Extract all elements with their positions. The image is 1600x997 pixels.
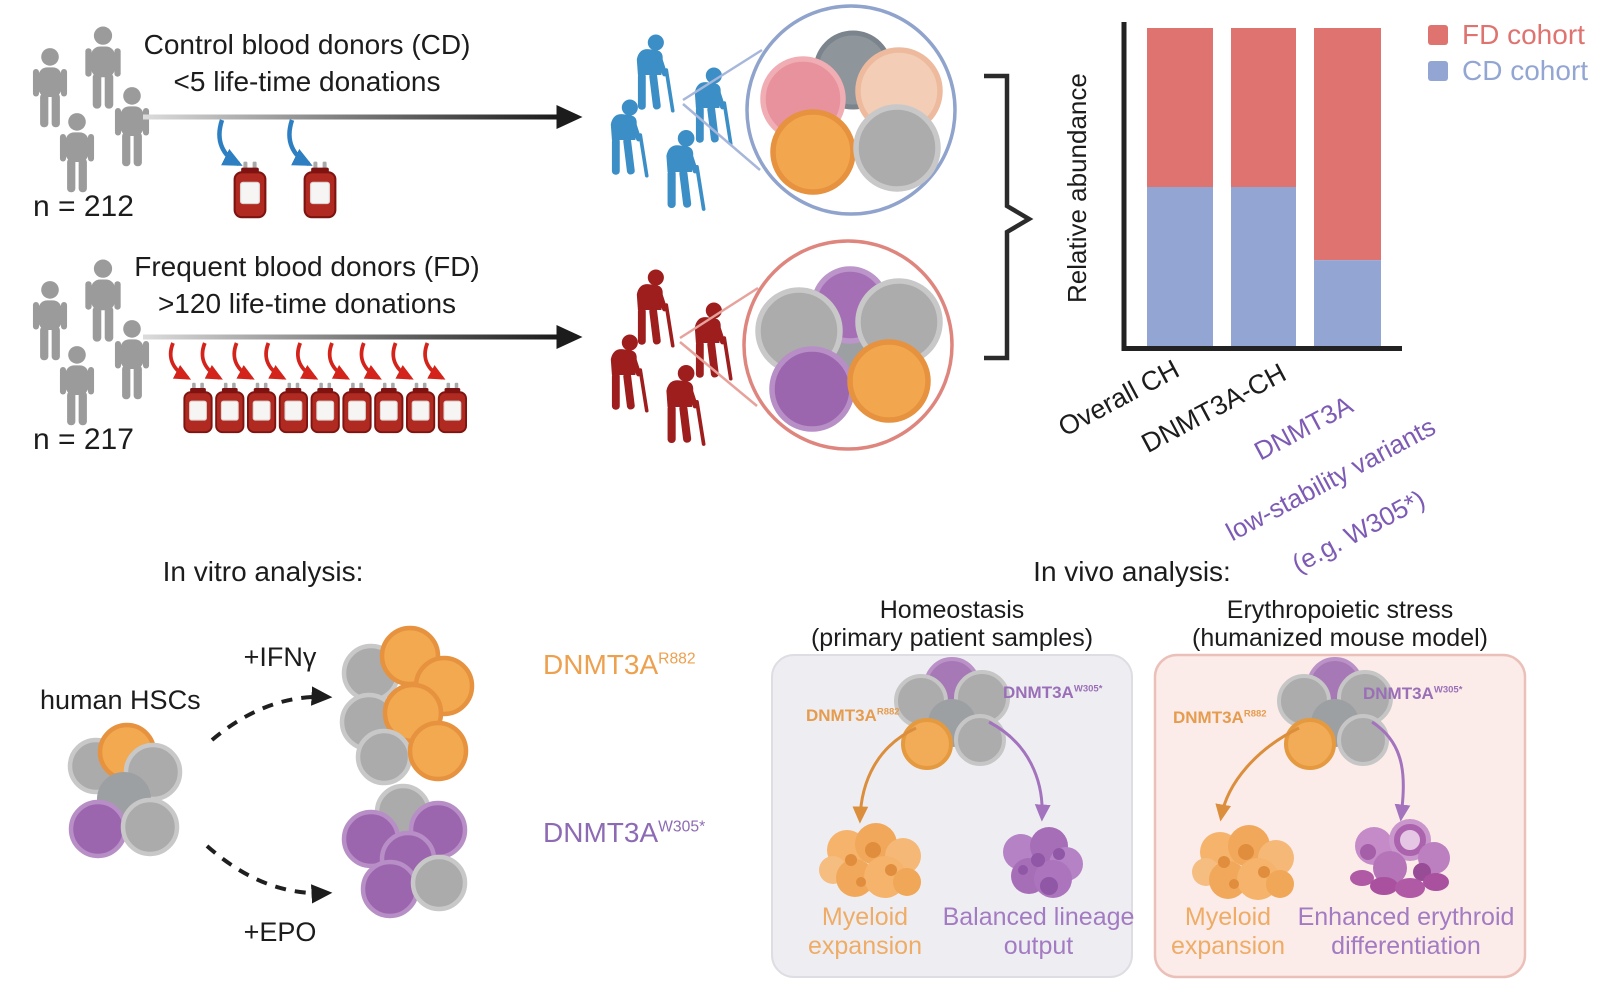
epo-label: +EPO [243, 917, 317, 947]
blood-bag-icon [215, 381, 245, 434]
brace-icon [984, 73, 1034, 361]
fd-blood-bags [168, 342, 467, 434]
blood-bag-icon [278, 381, 308, 434]
r882-cluster-icon [339, 625, 475, 786]
bar-cd-segment [1231, 187, 1296, 346]
epo-dashed-arrow-icon [205, 844, 333, 904]
in-vivo-title: In vivo analysis: [1033, 556, 1231, 587]
blood-bag-icon [374, 381, 404, 434]
stress-erythroid-arrow-icon [1371, 720, 1411, 822]
bar-fd-segment [1231, 28, 1296, 187]
human-hscs-label: human HSCs [40, 685, 201, 715]
legend-cd-swatch-icon [1428, 61, 1448, 81]
stress-w305-base: DNMT3A [1363, 684, 1434, 703]
dnmt3a-r882-sup: R882 [658, 650, 696, 668]
stress-heading: Erythropoietic stress [1226, 596, 1454, 624]
fd-donor-group-icon [32, 259, 150, 426]
cd-donation-arrow-icon [217, 119, 243, 167]
ifn-dashed-arrow-icon [210, 686, 333, 742]
homeostasis-subheading: (primary patient samples) [810, 624, 1094, 652]
blood-bag-icon [406, 381, 436, 434]
homeostasis-w305-sup: W305* [1073, 683, 1103, 695]
legend-fd-swatch-icon [1428, 25, 1448, 45]
dnmt3a-r882-label: DNMT3AR882 [543, 649, 696, 681]
fd-donation-arrow-icon [296, 342, 319, 380]
stress-r882-label: DNMT3AR882 [1173, 708, 1267, 728]
dnmt3a-r882-base: DNMT3A [543, 649, 659, 680]
blood-bag-icon [342, 381, 372, 434]
homeostasis-r882-base: DNMT3A [806, 706, 877, 725]
fd-donation-arrow-icon [232, 342, 255, 380]
stacked-bar-chart [1121, 22, 1402, 351]
stress-erythroid-label: Enhanced erythroid differentiation [1297, 903, 1515, 960]
cd-n-label: n = 212 [33, 190, 134, 223]
fd-donation-arrow-icon [264, 342, 287, 380]
bar-fd-segment [1147, 28, 1213, 187]
fd-title-line1: Frequent blood donors (FD) [134, 251, 480, 282]
homeostasis-r882-label: DNMT3AR882 [806, 706, 900, 726]
stress-w305-sup: W305* [1433, 684, 1463, 696]
stress-myeloid-arrow-icon [1215, 726, 1300, 822]
blood-bag-icon [437, 381, 467, 434]
fd-title-line2: >120 life-time donations [157, 288, 457, 319]
cd-donation-arrow-icon [287, 119, 313, 167]
homeostasis-heading: Homeostasis [879, 596, 1025, 624]
dnmt3a-w305-label: DNMT3AW305* [543, 817, 705, 849]
cd-title-line2: <5 life-time donations [173, 66, 441, 97]
blood-bag-icon [247, 381, 277, 434]
stress-subheading: (humanized mouse model) [1192, 624, 1488, 652]
homeostasis-myeloid-arrow-icon [852, 726, 917, 824]
fd-n-label: n = 217 [33, 423, 134, 456]
dnmt3a-w305-base: DNMT3A [543, 817, 659, 848]
homeostasis-r882-sup: R882 [876, 706, 900, 718]
bar-cd-segment [1147, 187, 1213, 346]
blood-bag-icon [183, 381, 213, 434]
cd-magnifier-circle-icon [682, 4, 957, 216]
blood-bag-icon [233, 160, 267, 219]
chart-ylabel: Relative abundance [1061, 73, 1092, 303]
fd-magnifier-circle-icon [679, 239, 954, 451]
fd-aged-group-icon [610, 269, 733, 447]
bar-fd-segment [1314, 28, 1381, 261]
stress-myeloid-label: Myeloid expansion [1171, 903, 1285, 960]
fd-donation-arrow-icon [327, 342, 351, 380]
stacked-bars [1147, 28, 1381, 346]
homeostasis-balanced-label: Balanced lineage output [942, 903, 1135, 960]
fd-donation-arrow-icon [200, 342, 223, 380]
stress-r882-sup: R882 [1243, 708, 1267, 720]
legend-cd-label: CD cohort [1462, 55, 1589, 86]
stress-w305-label: DNMT3AW305* [1363, 684, 1462, 704]
in-vitro-title: In vitro analysis: [162, 556, 364, 587]
w305-cluster-icon [341, 783, 468, 919]
cd-blood-bags [217, 119, 337, 219]
homeostasis-panel [771, 654, 1133, 978]
bar-cd-segment [1314, 260, 1381, 346]
homeostasis-myeloid-label: Myeloid expansion [808, 903, 922, 960]
fd-donation-arrow-icon [359, 342, 382, 380]
fd-donation-arrow-icon [423, 342, 446, 380]
legend-fd-label: FD cohort [1462, 19, 1585, 50]
fd-donation-arrow-icon [168, 342, 192, 380]
homeostasis-lineage-arrow-icon [988, 720, 1051, 822]
homeostasis-w305-label: DNMT3AW305* [1003, 683, 1102, 703]
cd-title-line1: Control blood donors (CD) [143, 29, 471, 60]
stress-r882-base: DNMT3A [1173, 708, 1244, 727]
blood-bag-icon [310, 381, 340, 434]
dnmt3a-w305-sup: W305* [658, 818, 706, 836]
hsc-cluster-icon [67, 722, 183, 859]
homeostasis-w305-base: DNMT3A [1003, 683, 1074, 702]
cd-aged-group-icon [610, 34, 733, 212]
ifn-label: +IFNγ [243, 642, 317, 672]
fd-donation-arrow-icon [391, 342, 414, 380]
blood-bag-icon [303, 160, 337, 219]
